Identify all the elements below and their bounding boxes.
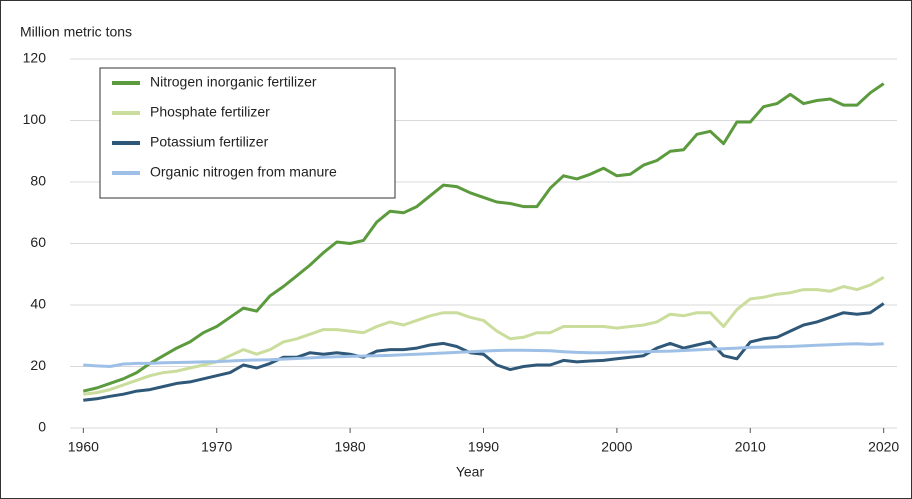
x-tick-label: 1960 — [68, 439, 99, 455]
y-tick-label: 60 — [30, 234, 46, 250]
y-tick-label: 120 — [23, 50, 47, 66]
series-line — [82, 82, 885, 393]
legend-label: Phosphate fertilizer — [150, 104, 270, 120]
x-tick-label: 1980 — [335, 439, 366, 455]
series-line — [83, 302, 885, 402]
y-tick-label: 80 — [30, 173, 46, 189]
x-tick-label: 2020 — [868, 439, 899, 455]
series-line — [83, 275, 885, 396]
x-axis-label: Year — [456, 464, 485, 480]
legend-label: Potassium fertilizer — [150, 134, 269, 150]
legend-label: Nitrogen inorganic fertilizer — [150, 74, 317, 90]
x-tick-label: 1970 — [201, 439, 232, 455]
y-tick-label: 40 — [30, 296, 46, 312]
x-tick-label: 2010 — [735, 439, 766, 455]
x-tick-label: 1990 — [468, 439, 499, 455]
y-tick-label: 20 — [30, 357, 46, 373]
legend-box — [99, 67, 396, 199]
legend-label: Organic nitrogen from manure — [150, 164, 337, 180]
y-tick-label: 0 — [38, 419, 46, 435]
series-line — [83, 342, 884, 368]
x-tick-label: 2000 — [601, 439, 632, 455]
y-tick-label: 100 — [23, 111, 47, 127]
y-axis-label: Million metric tons — [20, 24, 132, 40]
